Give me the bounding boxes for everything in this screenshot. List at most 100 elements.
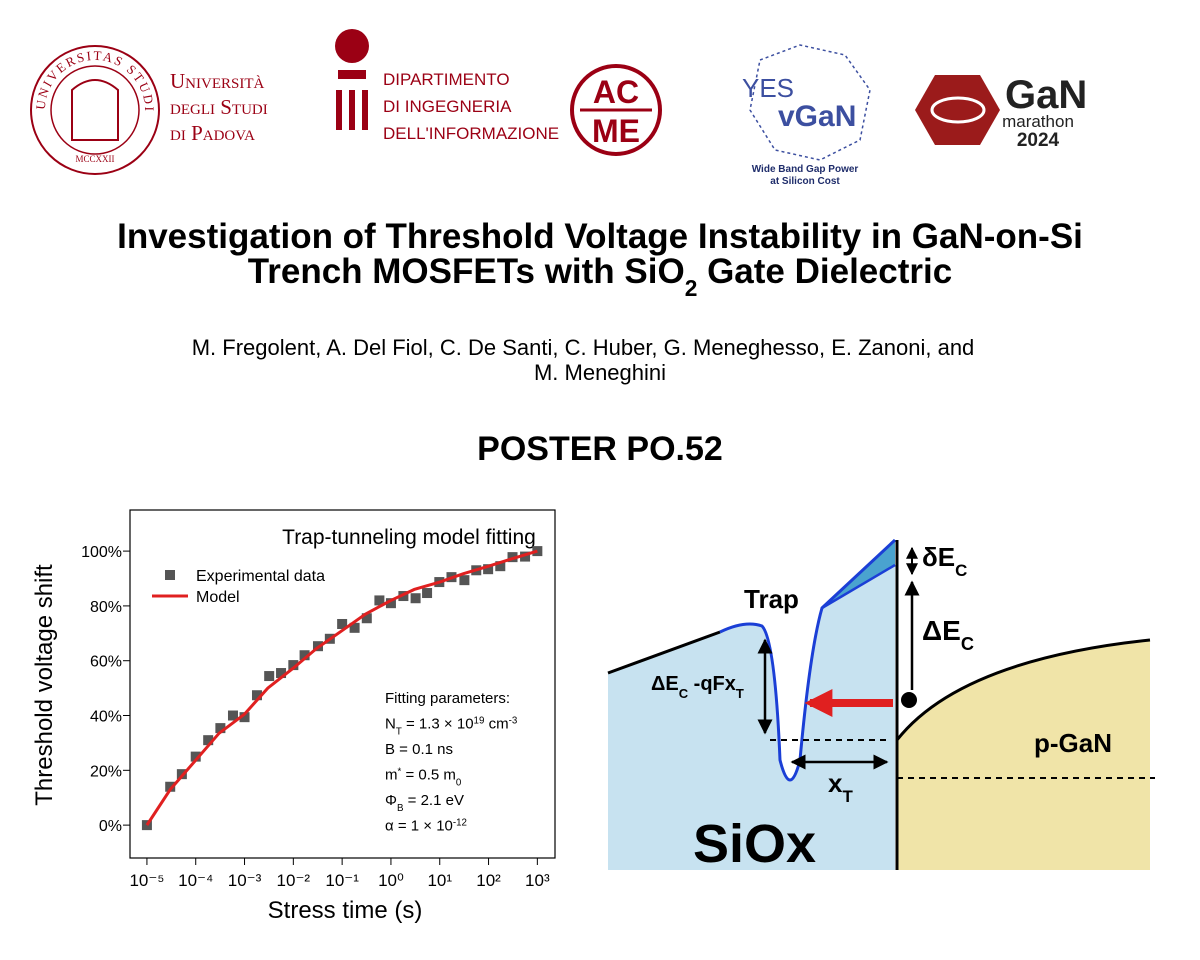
logo-text: AC (593, 74, 639, 110)
data-point (495, 561, 506, 572)
annotation: NT = 1.3 × 1019 cm-3 (385, 715, 517, 737)
text-segment: C (955, 561, 967, 580)
legend-label: Experimental data (196, 568, 325, 585)
diagram-label: ΔEC -qFxT (651, 673, 744, 701)
data-point (422, 588, 433, 599)
text-segment: -12 (453, 817, 467, 828)
text-segment: T (396, 726, 402, 737)
text-segment: Gate Dielectric (697, 252, 952, 291)
seal-text: UNIVERSITAS STUDII PADUANI (0, 0, 155, 113)
text-segment: 0 (456, 777, 462, 788)
x-tick-label: 10¹ (427, 871, 452, 890)
diagram-label: Trap (744, 584, 799, 614)
data-point (349, 622, 360, 633)
data-point (410, 593, 421, 604)
text-segment: Trap (744, 584, 799, 614)
data-point (227, 710, 238, 721)
annotation: ΦB = 2.1 eV (385, 792, 464, 814)
data-point (385, 598, 396, 609)
title: Investigation of Threshold Voltage Insta… (117, 217, 1083, 256)
diagram-label: p-GaN (1034, 728, 1112, 758)
data-point (251, 690, 262, 701)
text-segment: α = 1 × 10 (385, 818, 453, 835)
data-point (276, 668, 287, 679)
text-segment: 2 (685, 275, 698, 301)
data-point (459, 575, 470, 586)
x-tick-label: 10⁻² (277, 871, 311, 890)
x-tick-label: 10² (476, 871, 501, 890)
title: Trench MOSFETs with SiO2 Gate Dielectric (248, 252, 952, 301)
logo-dei: Dipartimento di Ingegneria dell'Informaz… (335, 29, 559, 143)
y-tick-label: 80% (90, 599, 122, 616)
logo-text: vGaN (778, 100, 856, 133)
annotation: m* = 0.5 m0 (385, 766, 462, 788)
logo-text: Wide Band Gap Power (752, 164, 859, 175)
data-point (483, 564, 494, 575)
chart-title: Trap-tunneling model fitting (282, 526, 536, 549)
logo-marathon: GaN marathon 2024 (915, 73, 1087, 151)
logo-text: Dipartimento (383, 70, 510, 89)
logo-text: di Ingegneria (383, 97, 512, 116)
text-segment: cm (484, 716, 508, 733)
y-axis-label: Threshold voltage shift (31, 564, 58, 806)
annotation: B = 0.1 ns (385, 741, 453, 758)
data-point (239, 712, 250, 723)
seal-text: UNIVERSITAS STUDII PADUANI (0, 0, 157, 113)
text-segment: ΔE (922, 615, 961, 646)
poster-id: POSTER PO.52 (477, 430, 723, 468)
logo-text: GaN (1005, 73, 1087, 117)
logo-text: Università (170, 69, 264, 93)
diagram-label: δEC (922, 542, 967, 580)
data-point (264, 671, 275, 682)
text-segment: -qFx (688, 673, 736, 695)
x-tick-label: 10³ (525, 871, 550, 890)
text-segment: m (385, 767, 398, 784)
chart: 10⁻⁵ 10⁻⁴ 10⁻³ 10⁻² 10⁻¹ 10⁰ 10¹ 10² 10³ 0% 20% 40%… (31, 509, 556, 924)
y-tick-label: 40% (90, 709, 122, 726)
data-point (374, 595, 385, 606)
logo-text: degli Studi (170, 95, 268, 119)
text-segment: x (828, 768, 843, 798)
logo-acme: AC ME (570, 64, 662, 156)
x-tick-label: 10⁰ (378, 871, 404, 890)
text-segment: B (397, 803, 404, 814)
text-segment: Trench MOSFETs with SiO (248, 252, 685, 291)
logo-text: marathon (1002, 112, 1074, 131)
data-point (190, 751, 201, 762)
text-segment: ΔE (651, 673, 679, 695)
text-segment: * (398, 766, 402, 777)
x-tick-label: 10⁻⁴ (178, 871, 213, 890)
logo-text: at Silicon Cost (770, 176, 840, 187)
seal-year: MCCXXII (75, 154, 114, 164)
diagram-label: xT (828, 768, 853, 806)
x-tick-label: 10⁻⁵ (129, 871, 164, 890)
data-point (288, 660, 299, 671)
data-point (299, 650, 310, 661)
y-tick-label: 20% (90, 763, 122, 780)
y-tick-label: 0% (99, 818, 122, 835)
authors: M. Fregolent, A. Del Fiol, C. De Santi, … (192, 335, 975, 360)
data-point (520, 551, 531, 562)
text-segment: = 0.5 m (401, 767, 456, 784)
logo-text: dell'Informazione (383, 124, 559, 143)
text-segment: SiOx (693, 814, 816, 874)
y-tick-label: 60% (90, 654, 122, 671)
text-segment: p-GaN (1034, 728, 1112, 758)
data-point (203, 735, 214, 746)
data-point (361, 613, 372, 624)
diagram-label: SiOx (693, 814, 816, 874)
text-segment: T (736, 686, 744, 701)
logo-text: YES (742, 73, 794, 103)
text-segment: N (385, 716, 396, 733)
logo-text: di Padova (170, 121, 255, 145)
text-segment: = 2.1 eV (403, 792, 463, 809)
text-segment: δE (922, 542, 955, 572)
x-tick-label: 10⁻¹ (325, 871, 359, 890)
text-segment: -3 (509, 715, 518, 726)
diagram-label: ΔEC (922, 615, 974, 654)
y-tick-label: 100% (81, 544, 122, 561)
logo-text: ME (592, 113, 640, 149)
x-axis-label: Stress time (s) (268, 897, 423, 924)
data-point (337, 618, 348, 629)
